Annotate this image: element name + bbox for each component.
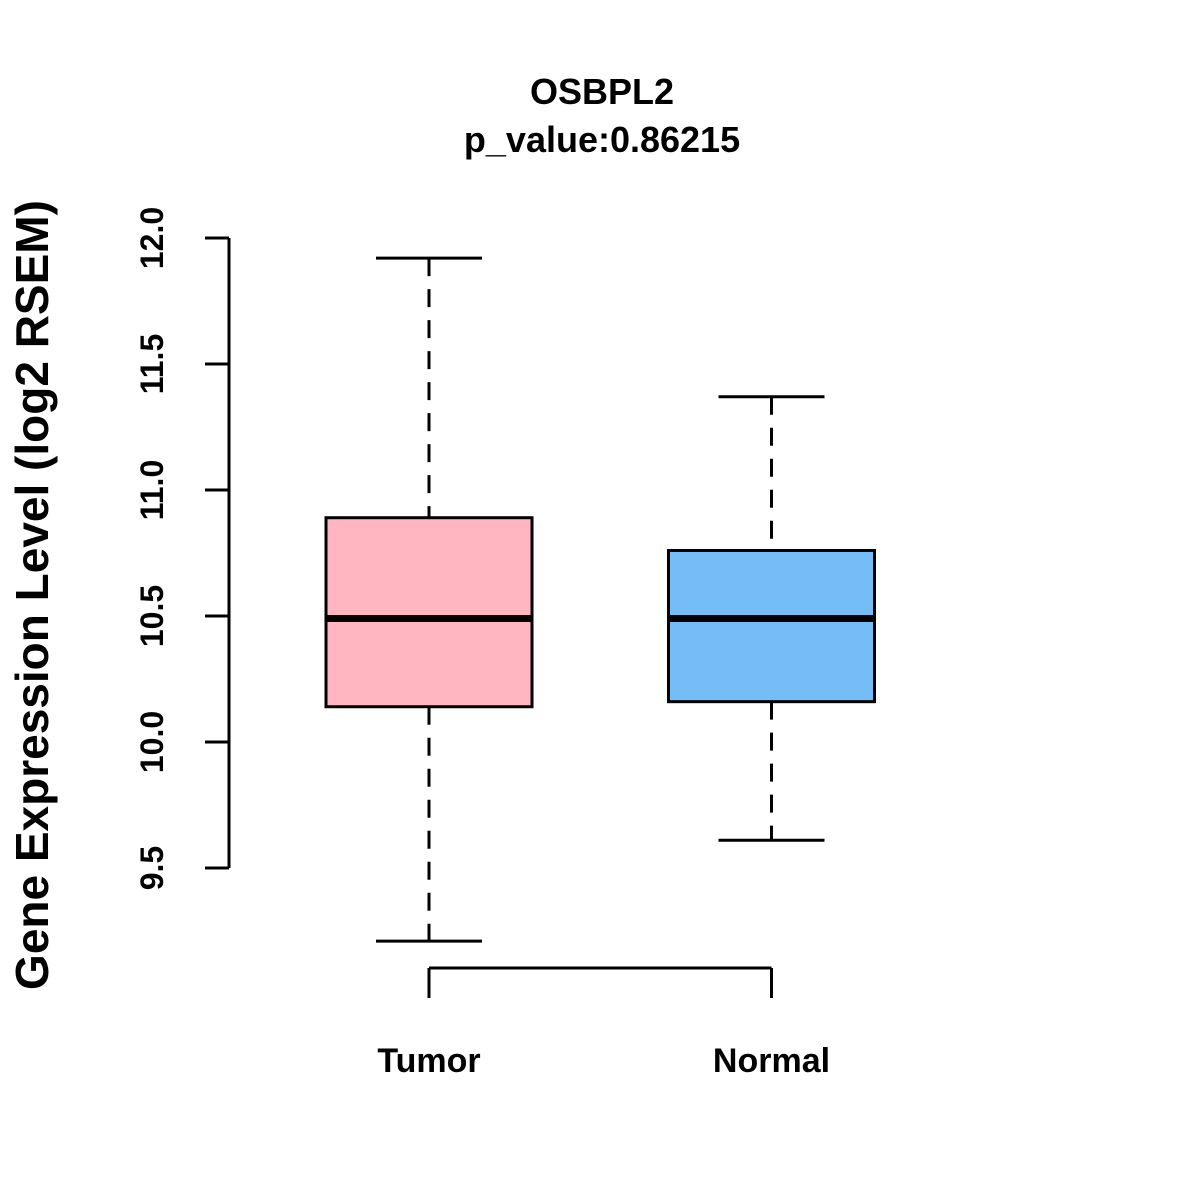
y-axis-tick-label: 11.5 xyxy=(134,334,170,395)
category-label-tumor: Tumor xyxy=(377,1042,480,1080)
gene-title: OSBPL2 xyxy=(529,71,675,112)
y-axis-tick-label: 10.5 xyxy=(134,585,170,647)
y-axis-tick-label: 12.0 xyxy=(134,207,170,269)
box-tumor xyxy=(324,516,534,709)
category-label-normal: Normal xyxy=(713,1042,830,1080)
box-normal xyxy=(667,548,876,704)
y-axis-tick-label: 10.0 xyxy=(134,711,170,773)
chart-title-block: OSBPL2 p_value:0.86215 xyxy=(302,68,902,164)
p-value-subtitle: p_value:0.86215 xyxy=(463,119,741,160)
y-axis-tick-label: 9.5 xyxy=(134,846,170,890)
y-axis-tick-label: 11.0 xyxy=(134,460,170,521)
